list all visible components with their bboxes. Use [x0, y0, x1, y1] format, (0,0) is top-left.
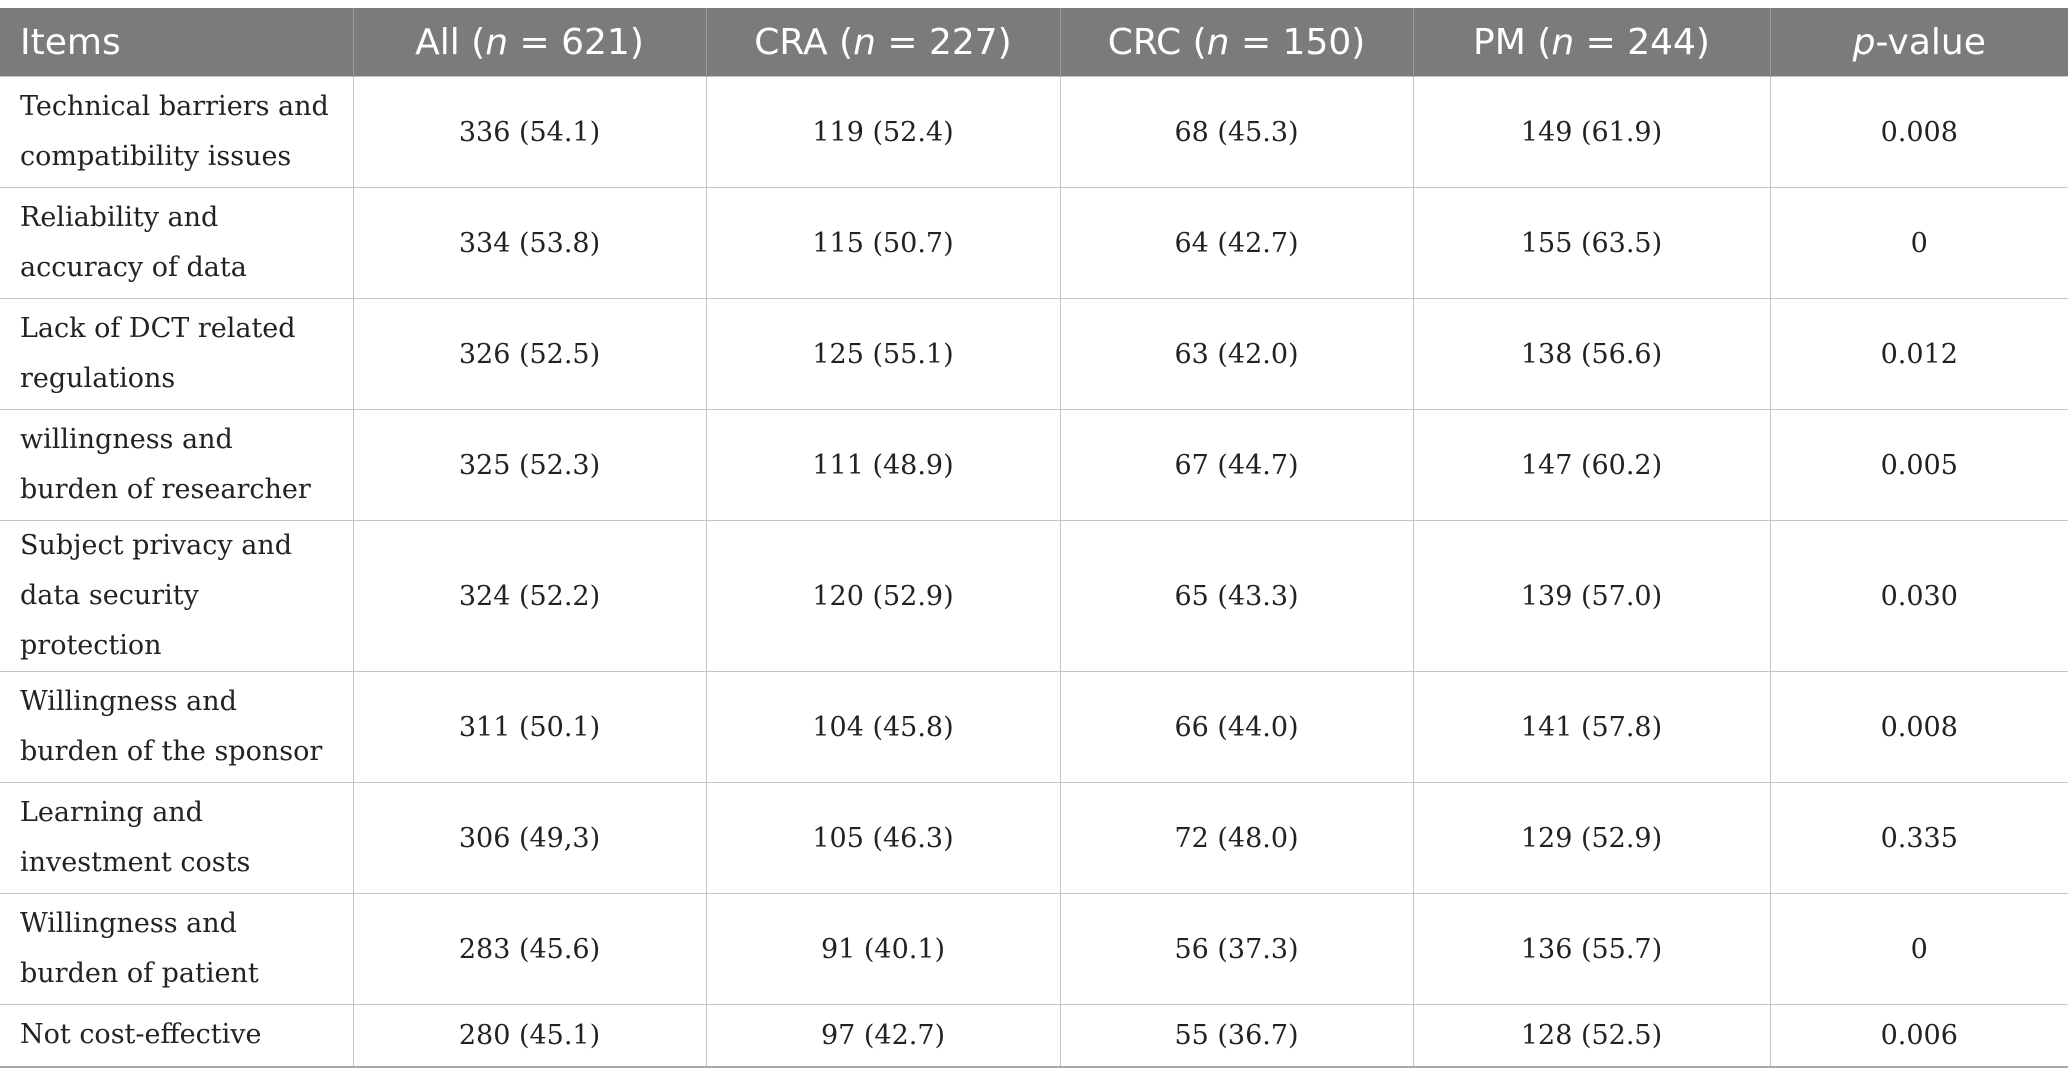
- item-cell: Learning and investment costs: [0, 782, 354, 894]
- crc-cell: 64 (42.7): [1059, 187, 1414, 299]
- header-p-value: p-value: [1769, 8, 2068, 77]
- p-value-cell: 0.335: [1769, 782, 2068, 894]
- all-cell: 325 (52.3): [352, 409, 707, 521]
- header-cra: CRA (n = 227): [705, 8, 1060, 77]
- item-cell: Reliability and accuracy of data: [0, 187, 354, 299]
- p-value-cell: 0.008: [1769, 671, 2068, 783]
- all-cell: 306 (49,3): [352, 782, 707, 894]
- crc-cell: 67 (44.7): [1059, 409, 1414, 521]
- table-row: Reliability and accuracy of data 334 (53…: [0, 187, 2068, 299]
- item-cell: Willingness and burden of patient: [0, 893, 354, 1005]
- cra-cell: 91 (40.1): [705, 893, 1061, 1005]
- pm-cell: 138 (56.6): [1412, 298, 1771, 410]
- table-row: Subject privacy and data security protec…: [0, 520, 2068, 672]
- all-cell: 326 (52.5): [352, 298, 707, 410]
- table-row: Learning and investment costs 306 (49,3)…: [0, 782, 2068, 894]
- pm-cell: 136 (55.7): [1412, 893, 1771, 1005]
- all-cell: 324 (52.2): [352, 520, 707, 672]
- header-items: Items: [0, 8, 353, 77]
- all-cell: 311 (50.1): [352, 671, 707, 783]
- crc-cell: 65 (43.3): [1059, 520, 1414, 672]
- pm-cell: 147 (60.2): [1412, 409, 1771, 521]
- cra-cell: 104 (45.8): [705, 671, 1061, 783]
- crc-cell: 63 (42.0): [1059, 298, 1414, 410]
- crc-cell: 66 (44.0): [1059, 671, 1414, 783]
- header-pm: PM (n = 244): [1412, 8, 1770, 77]
- all-cell: 336 (54.1): [352, 76, 707, 188]
- item-cell: willingness and burden of researcher: [0, 409, 354, 521]
- p-value-cell: 0.012: [1769, 298, 2068, 410]
- p-value-cell: 0.030: [1769, 520, 2068, 672]
- item-cell: Not cost-effective: [0, 1004, 354, 1068]
- crc-cell: 56 (37.3): [1059, 893, 1414, 1005]
- item-cell: Lack of DCT related regulations: [0, 298, 354, 410]
- cra-cell: 105 (46.3): [705, 782, 1061, 894]
- pm-cell: 128 (52.5): [1412, 1004, 1771, 1068]
- pm-cell: 129 (52.9): [1412, 782, 1771, 894]
- item-cell: Technical barriers and compatibility iss…: [0, 76, 354, 188]
- item-cell: Subject privacy and data security protec…: [0, 520, 354, 672]
- all-cell: 334 (53.8): [352, 187, 707, 299]
- cra-cell: 119 (52.4): [705, 76, 1061, 188]
- cra-cell: 115 (50.7): [705, 187, 1061, 299]
- table-row: Lack of DCT related regulations 326 (52.…: [0, 298, 2068, 410]
- pm-cell: 139 (57.0): [1412, 520, 1771, 672]
- header-crc: CRC (n = 150): [1059, 8, 1413, 77]
- header-all: All (n = 621): [352, 8, 706, 77]
- table-row: Not cost-effective 280 (45.1) 97 (42.7) …: [0, 1004, 2068, 1068]
- all-cell: 283 (45.6): [352, 893, 707, 1005]
- table-row: willingness and burden of researcher 325…: [0, 409, 2068, 521]
- p-value-cell: 0.005: [1769, 409, 2068, 521]
- crc-cell: 72 (48.0): [1059, 782, 1414, 894]
- results-table: Items All (n = 621) CRA (n = 227) CRC (n…: [0, 8, 2068, 1068]
- pm-cell: 155 (63.5): [1412, 187, 1771, 299]
- cra-cell: 120 (52.9): [705, 520, 1061, 672]
- crc-cell: 55 (36.7): [1059, 1004, 1414, 1068]
- cra-cell: 111 (48.9): [705, 409, 1061, 521]
- pm-cell: 149 (61.9): [1412, 76, 1771, 188]
- p-value-cell: 0: [1769, 893, 2068, 1005]
- p-value-cell: 0.006: [1769, 1004, 2068, 1068]
- crc-cell: 68 (45.3): [1059, 76, 1414, 188]
- table-row: Willingness and burden of the sponsor 31…: [0, 671, 2068, 783]
- pm-cell: 141 (57.8): [1412, 671, 1771, 783]
- table-row: Willingness and burden of patient 283 (4…: [0, 893, 2068, 1005]
- cra-cell: 97 (42.7): [705, 1004, 1061, 1068]
- cra-cell: 125 (55.1): [705, 298, 1061, 410]
- p-value-cell: 0: [1769, 187, 2068, 299]
- all-cell: 280 (45.1): [352, 1004, 707, 1068]
- table-row: Technical barriers and compatibility iss…: [0, 76, 2068, 188]
- p-value-cell: 0.008: [1769, 76, 2068, 188]
- header-row: Items All (n = 621) CRA (n = 227) CRC (n…: [0, 8, 2068, 77]
- item-cell: Willingness and burden of the sponsor: [0, 671, 354, 783]
